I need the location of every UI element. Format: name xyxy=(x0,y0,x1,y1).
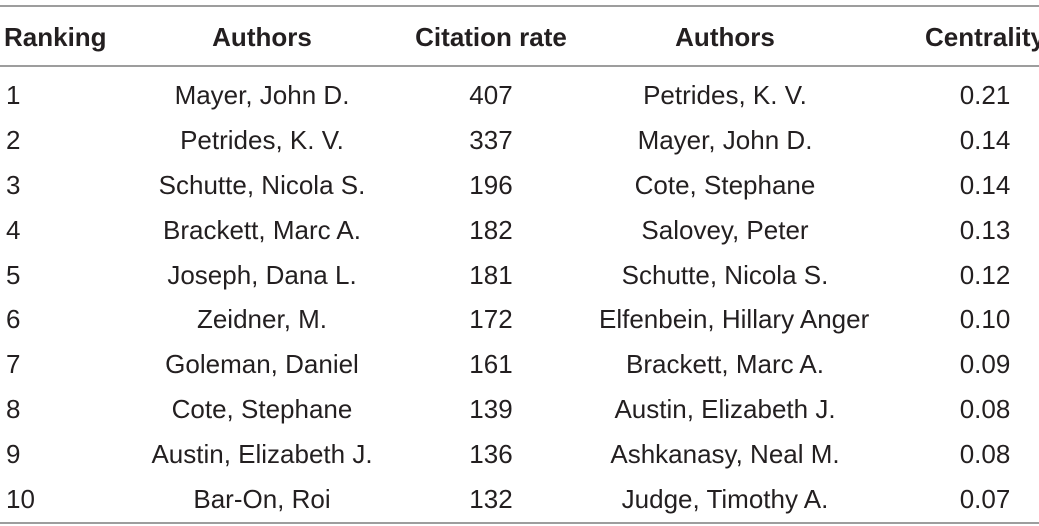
cell-citation-rate: 196 xyxy=(469,169,513,200)
cell-ranking: 3 xyxy=(6,169,21,200)
cell-author-by-centrality: Brackett, Marc A. xyxy=(626,349,824,380)
table-row: 5 Joseph, Dana L. 181 Schutte, Nicola S. 0.1… xyxy=(0,253,1039,298)
column-header-ranking: Ranking xyxy=(4,21,107,52)
cell-centrality: 0.14 xyxy=(959,169,1011,200)
cell-author-by-citation: Goleman, Daniel xyxy=(165,349,359,380)
cell-author-by-citation: Bar-On, Roi xyxy=(193,483,331,514)
table-row: 9 Austin, Elizabeth J. 136 Ashkanasy, Neal … xyxy=(0,432,1039,477)
cell-author-by-centrality: Mayer, John D. xyxy=(637,124,813,155)
cell-author-by-centrality: Elfenbein, Hillary Anger xyxy=(599,304,870,335)
cell-centrality: 0.10 xyxy=(959,304,1011,335)
header-row: Ranking Authors Citation rate Authors Ce… xyxy=(0,7,1039,67)
cell-citation-rate: 182 xyxy=(469,214,513,245)
cell-ranking: 8 xyxy=(6,394,21,425)
table-top-rule xyxy=(0,5,1039,7)
cell-citation-rate: 172 xyxy=(469,304,513,335)
table-row: 4 Brackett, Marc A. 182 Salovey, Peter 0.13 xyxy=(0,208,1039,253)
cell-centrality: 0.08 xyxy=(959,439,1011,470)
table-row: 8 Cote, Stephane 139 Austin, Elizabeth J. 0.… xyxy=(0,387,1039,432)
cell-author-by-citation: Austin, Elizabeth J. xyxy=(151,439,373,470)
column-header-citation-rate: Citation rate xyxy=(415,21,567,52)
cell-author-by-centrality: Cote, Stephane xyxy=(634,169,816,200)
data-table: Ranking Authors Citation rate Authors Ce… xyxy=(0,7,1039,522)
cell-ranking: 7 xyxy=(6,349,21,380)
cell-centrality: 0.09 xyxy=(959,349,1011,380)
cell-author-by-citation: Brackett, Marc A. xyxy=(163,214,361,245)
table-bottom-rule xyxy=(0,522,1039,524)
cell-author-by-citation: Schutte, Nicola S. xyxy=(158,169,366,200)
cell-ranking: 5 xyxy=(6,259,21,290)
cell-ranking: 2 xyxy=(6,124,21,155)
table-row: 3 Schutte, Nicola S. 196 Cote, Stephane 0.14 xyxy=(0,163,1039,208)
cell-ranking: 6 xyxy=(6,304,21,335)
column-header-centrality: Centrality xyxy=(925,21,1039,52)
cell-author-by-citation: Cote, Stephane xyxy=(171,394,353,425)
cell-ranking: 10 xyxy=(6,483,35,514)
table-body: 1 Mayer, John D. 407 Petrides, K. V. 0.21 2 Pe… xyxy=(0,67,1039,522)
cell-author-by-citation: Petrides, K. V. xyxy=(180,124,344,155)
table-row: 2 Petrides, K. V. 337 Mayer, John D. 0.14 xyxy=(0,118,1039,163)
cell-citation-rate: 181 xyxy=(469,259,513,290)
cell-ranking: 1 xyxy=(6,79,21,110)
cell-author-by-centrality: Ashkanasy, Neal M. xyxy=(610,439,840,470)
cell-author-by-citation: Joseph, Dana L. xyxy=(167,259,357,290)
cell-citation-rate: 407 xyxy=(469,79,513,110)
cell-author-by-centrality: Schutte, Nicola S. xyxy=(621,259,829,290)
cell-ranking: 9 xyxy=(6,439,21,470)
cell-centrality: 0.13 xyxy=(959,214,1011,245)
cell-citation-rate: 337 xyxy=(469,124,513,155)
table-row: 6 Zeidner, M. 172 Elfenbein, Hillary Anger 0… xyxy=(0,297,1039,342)
cell-author-by-citation: Zeidner, M. xyxy=(196,304,328,335)
cell-centrality: 0.12 xyxy=(959,259,1011,290)
cell-centrality: 0.14 xyxy=(959,124,1011,155)
cell-citation-rate: 132 xyxy=(469,483,513,514)
cell-centrality: 0.07 xyxy=(959,483,1011,514)
cell-author-by-centrality: Austin, Elizabeth J. xyxy=(614,394,836,425)
cell-centrality: 0.21 xyxy=(959,79,1011,110)
cell-author-by-centrality: Petrides, K. V. xyxy=(643,79,807,110)
cell-author-by-citation: Mayer, John D. xyxy=(174,79,350,110)
cell-citation-rate: 136 xyxy=(469,439,513,470)
column-header-authors-citation: Authors xyxy=(212,21,312,52)
table-header-rule xyxy=(0,65,1039,67)
cell-centrality: 0.08 xyxy=(959,394,1011,425)
cell-citation-rate: 139 xyxy=(469,394,513,425)
table-row: 7 Goleman, Daniel 161 Brackett, Marc A. 0.09 xyxy=(0,342,1039,387)
column-header-authors-centrality: Authors xyxy=(675,21,775,52)
cell-citation-rate: 161 xyxy=(469,349,513,380)
cell-author-by-centrality: Judge, Timothy A. xyxy=(621,483,829,514)
cell-author-by-centrality: Salovey, Peter xyxy=(641,214,809,245)
table-row: 1 Mayer, John D. 407 Petrides, K. V. 0.21 xyxy=(0,67,1039,118)
cell-ranking: 4 xyxy=(6,214,21,245)
table-row: 10 Bar-On, Roi 132 Judge, Timothy A. 0.07 xyxy=(0,477,1039,522)
